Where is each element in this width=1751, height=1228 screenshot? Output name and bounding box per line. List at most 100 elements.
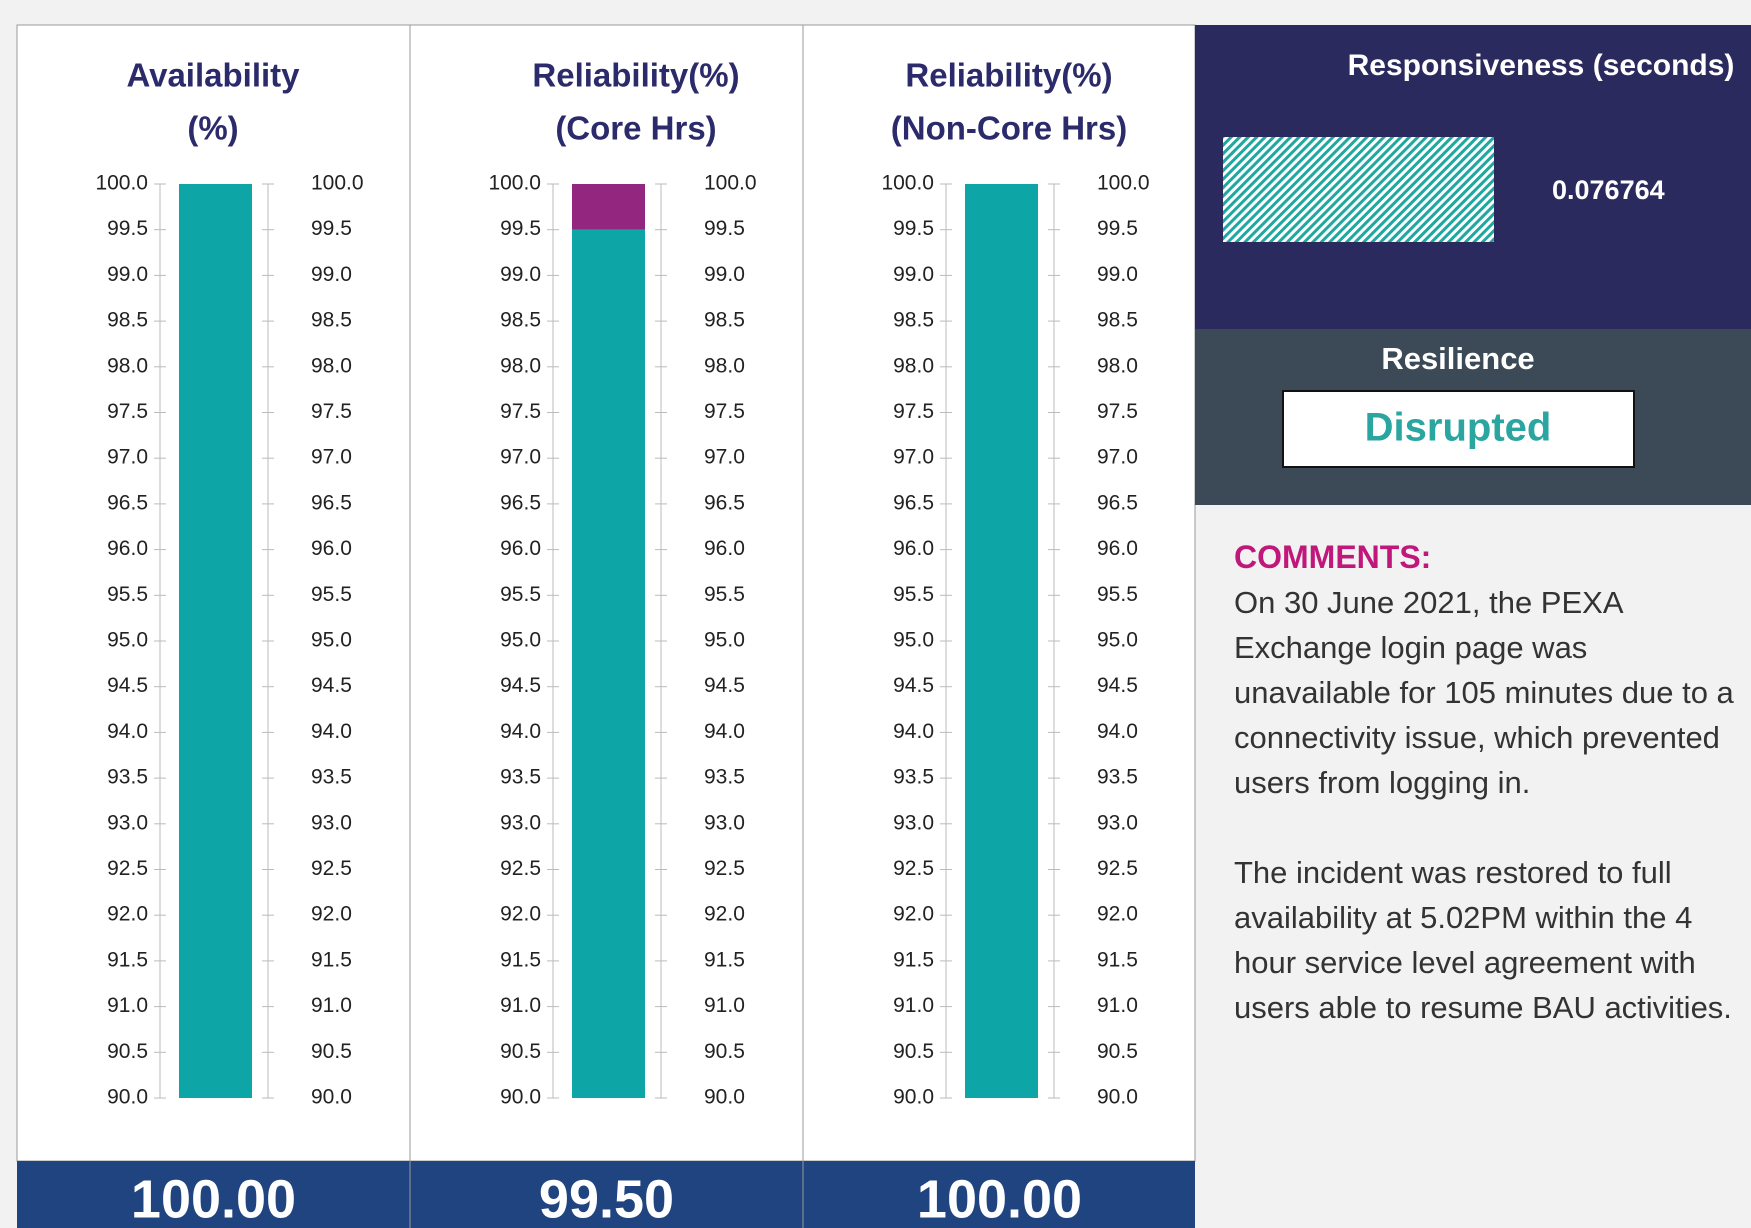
y-tick-label: 99.0	[311, 263, 352, 286]
comments: COMMENTS: On 30 June 2021, the PEXA Exch…	[1234, 535, 1744, 1075]
y-tick-label: 90.5	[107, 1040, 148, 1063]
y-tick-label: 98.0	[107, 354, 148, 377]
y-tick-label: 91.0	[1097, 994, 1138, 1017]
y-tick-label: 98.5	[311, 309, 352, 332]
y-tick-label: 99.5	[893, 217, 934, 240]
y-tick-label: 91.5	[107, 948, 148, 971]
y-tick-label: 96.5	[107, 491, 148, 514]
value-band	[17, 1161, 1195, 1228]
value-label: 99.50	[539, 1169, 674, 1228]
y-tick-label: 96.5	[1097, 491, 1138, 514]
y-tick-label: 98.0	[1097, 354, 1138, 377]
comment-paragraph: The incident was restored to full availa…	[1234, 855, 1732, 1025]
y-tick-label: 90.0	[893, 1086, 934, 1109]
y-tick-label: 96.0	[704, 537, 745, 560]
y-tick-label: 100.0	[1097, 172, 1150, 195]
bar-segment	[572, 184, 645, 230]
y-tick-label: 94.0	[107, 720, 148, 743]
y-tick-label: 96.0	[107, 537, 148, 560]
y-tick-label: 95.5	[311, 583, 352, 606]
y-tick-label: 92.5	[704, 857, 745, 880]
y-tick-label: 97.5	[311, 400, 352, 423]
y-tick-label: 91.5	[704, 948, 745, 971]
y-tick-label: 95.0	[1097, 629, 1138, 652]
y-tick-label: 99.5	[1097, 217, 1138, 240]
y-tick-label: 94.5	[1097, 674, 1138, 697]
y-tick-label: 99.0	[704, 263, 745, 286]
y-tick-label: 93.5	[500, 766, 541, 789]
y-tick-label: 90.5	[704, 1040, 745, 1063]
chart-title: (Non-Core Hrs)	[891, 110, 1128, 147]
y-tick-label: 92.0	[500, 903, 541, 926]
y-tick-label: 97.0	[311, 446, 352, 469]
y-tick-label: 93.0	[107, 811, 148, 834]
y-tick-label: 99.0	[893, 263, 934, 286]
y-tick-label: 94.0	[500, 720, 541, 743]
chart-title: (%)	[187, 110, 238, 147]
y-tick-label: 99.5	[311, 217, 352, 240]
y-tick-label: 96.0	[311, 537, 352, 560]
y-tick-label: 90.5	[1097, 1040, 1138, 1063]
y-tick-label: 92.5	[311, 857, 352, 880]
y-tick-label: 97.0	[500, 446, 541, 469]
bar-segment	[965, 184, 1038, 1098]
y-tick-label: 95.5	[1097, 583, 1138, 606]
y-tick-label: 99.0	[107, 263, 148, 286]
y-tick-label: 97.5	[704, 400, 745, 423]
value-label: 100.00	[917, 1169, 1082, 1228]
y-tick-label: 98.5	[893, 309, 934, 332]
y-tick-label: 91.0	[500, 994, 541, 1017]
y-tick-label: 95.0	[704, 629, 745, 652]
y-tick-label: 100.0	[881, 172, 934, 195]
y-tick-label: 93.5	[893, 766, 934, 789]
y-tick-label: 97.0	[704, 446, 745, 469]
y-tick-label: 97.0	[107, 446, 148, 469]
y-tick-label: 95.0	[893, 629, 934, 652]
y-tick-label: 99.0	[500, 263, 541, 286]
comments-title: COMMENTS:	[1234, 539, 1432, 575]
y-tick-label: 97.0	[893, 446, 934, 469]
y-tick-label: 93.0	[500, 811, 541, 834]
y-tick-label: 93.0	[704, 811, 745, 834]
y-tick-label: 91.5	[893, 948, 934, 971]
y-tick-label: 92.0	[107, 903, 148, 926]
y-tick-label: 96.5	[500, 491, 541, 514]
y-tick-label: 94.0	[1097, 720, 1138, 743]
y-tick-label: 94.0	[893, 720, 934, 743]
y-tick-label: 92.0	[704, 903, 745, 926]
comment-paragraph: On 30 June 2021, the PEXA Exchange login…	[1234, 585, 1734, 800]
bar	[1223, 137, 1494, 242]
y-tick-label: 94.5	[500, 674, 541, 697]
y-tick-label: 90.0	[1097, 1086, 1138, 1109]
resilience-title: Resilience	[1381, 341, 1534, 376]
y-tick-label: 93.0	[1097, 811, 1138, 834]
y-tick-label: 96.0	[1097, 537, 1138, 560]
y-tick-label: 94.5	[311, 674, 352, 697]
y-tick-label: 100.0	[704, 172, 757, 195]
y-tick-label: 99.5	[107, 217, 148, 240]
y-tick-label: 93.5	[704, 766, 745, 789]
y-tick-label: 91.0	[704, 994, 745, 1017]
chart-title: Reliability(%)	[532, 57, 739, 94]
y-tick-label: 99.0	[1097, 263, 1138, 286]
y-tick-label: 93.5	[107, 766, 148, 789]
y-tick-label: 91.0	[107, 994, 148, 1017]
y-tick-label: 99.5	[500, 217, 541, 240]
y-tick-label: 98.0	[311, 354, 352, 377]
y-tick-label: 90.0	[704, 1086, 745, 1109]
y-tick-label: 91.0	[311, 994, 352, 1017]
y-tick-label: 98.5	[500, 309, 541, 332]
y-tick-label: 93.0	[893, 811, 934, 834]
y-tick-label: 95.0	[311, 629, 352, 652]
y-tick-label: 96.5	[893, 491, 934, 514]
y-tick-label: 90.0	[311, 1086, 352, 1109]
y-tick-label: 93.0	[311, 811, 352, 834]
y-tick-label: 92.0	[893, 903, 934, 926]
y-tick-label: 100.0	[488, 172, 541, 195]
y-tick-label: 95.5	[107, 583, 148, 606]
bar-segment	[179, 184, 252, 1098]
y-tick-label: 90.0	[107, 1086, 148, 1109]
y-tick-label: 97.5	[1097, 400, 1138, 423]
y-tick-label: 90.5	[311, 1040, 352, 1063]
